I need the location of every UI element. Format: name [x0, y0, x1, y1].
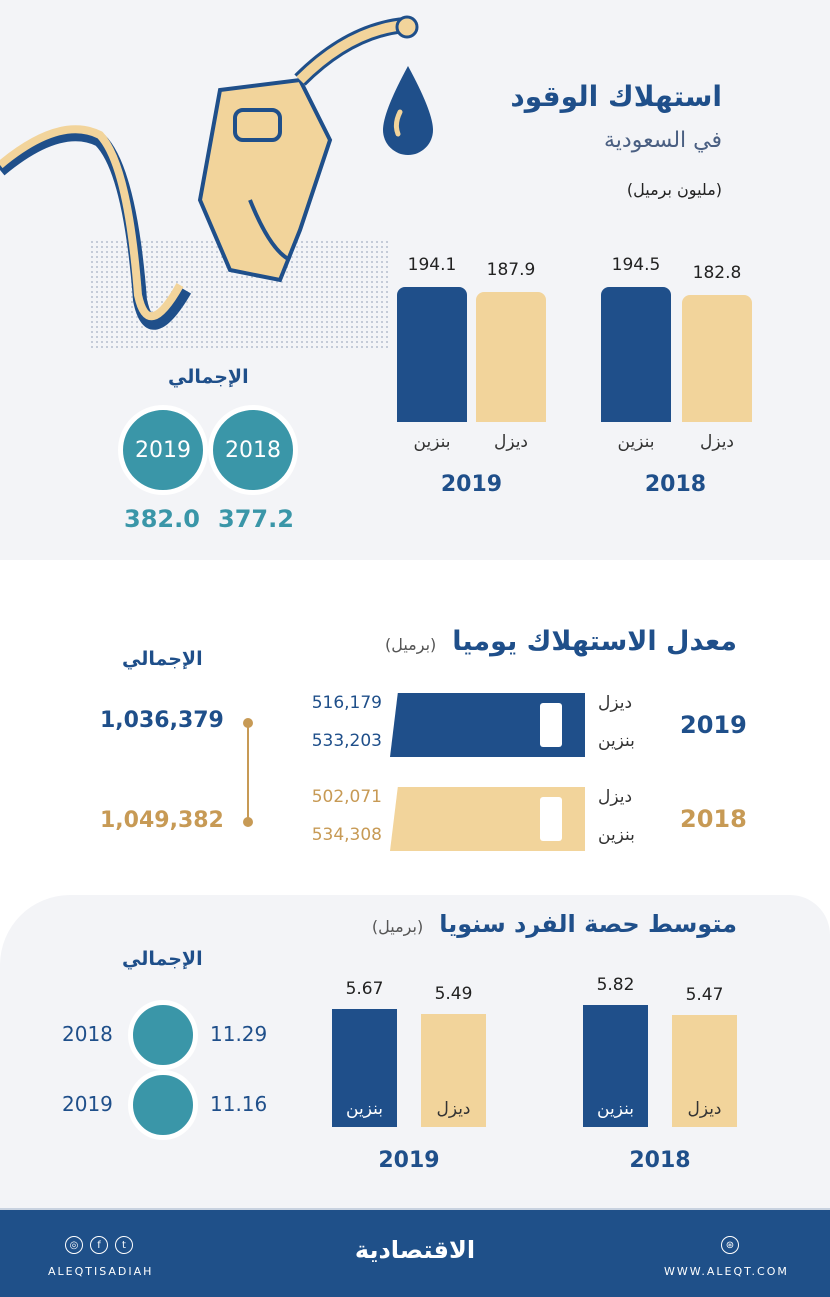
year-label: 2019 [378, 1148, 440, 1173]
bar-2018-diesel [672, 1015, 737, 1127]
page-subtitle: في السعودية [604, 128, 722, 153]
total-value-2019: 382.0 [124, 505, 200, 533]
social-handle[interactable]: ALEQTISADIAH [48, 1265, 154, 1278]
year-label: 2018 [644, 472, 707, 497]
series-label: ديزل [598, 693, 633, 713]
percapita-title: متوسط حصة الفرد سنويا [439, 910, 737, 938]
globe-icon[interactable]: ⊛ [721, 1236, 739, 1254]
bar-2019-diesel [421, 1014, 486, 1127]
oil-drop-icon [383, 66, 433, 155]
page-title: استهلاك الوقود [510, 80, 722, 113]
total-circle-2019: 2019 [118, 405, 208, 495]
daily-total-2018: 1,049,382 [100, 808, 224, 833]
bar-2019-gasoline [397, 287, 467, 422]
percapita-year-2019: 2019 [62, 1092, 113, 1116]
daily-total-2019: 1,036,379 [100, 708, 224, 733]
value-label: 5.67 [345, 979, 384, 1000]
year-label: 2018 [629, 1148, 691, 1173]
barrel-icon [540, 703, 562, 747]
bar-2018-gasoline [601, 287, 671, 422]
series-label: بنزين [598, 825, 635, 845]
twitter-icon[interactable]: t [115, 1236, 133, 1254]
value-label: 5.82 [596, 975, 635, 996]
connector-dot [243, 718, 253, 728]
value-label: 534,308 [311, 825, 382, 845]
value-label: 533,203 [311, 731, 382, 751]
footer: ◎ f t ALEQTISADIAH الاقتصادية ⊛ WWW.ALEQ… [0, 1208, 830, 1297]
value-label: 182.8 [692, 263, 742, 284]
category-label: بنزين [617, 432, 655, 452]
connector-dot [243, 817, 253, 827]
series-label: بنزين [598, 731, 635, 751]
series-label: ديزل [598, 787, 633, 807]
percapita-year-2018: 2018 [62, 1022, 113, 1046]
year-label: 2018 [680, 805, 747, 833]
bar-2018-gasoline [583, 1005, 648, 1127]
total-circle-2018: 2018 [208, 405, 298, 495]
percapita-totals-label: الإجمالي [122, 948, 203, 970]
year-label: 2019 [680, 711, 747, 739]
category-label: بنزين [346, 1099, 383, 1119]
barrel-icon [540, 797, 562, 841]
percapita-unit: (برميل) [371, 917, 424, 936]
percapita-circle-2019 [128, 1070, 198, 1140]
value-label: 187.9 [486, 259, 536, 280]
value-label: 194.1 [407, 255, 457, 276]
daily-title-row: معدل الاستهلاك يوميا (برميل) [385, 626, 737, 657]
category-label: ديزل [699, 432, 735, 452]
category-label: ديزل [436, 1099, 471, 1119]
percapita-title-row: متوسط حصة الفرد سنويا (برميل) [372, 910, 737, 938]
value-label: 502,071 [311, 787, 382, 807]
fuel-nozzle-icon [0, 15, 419, 350]
category-label: بنزين [413, 432, 451, 452]
unit-label: (مليون برميل) [626, 180, 722, 199]
bar-2019-diesel [476, 291, 546, 422]
connector-line [247, 722, 249, 822]
category-label: بنزين [597, 1099, 634, 1119]
website-link[interactable]: WWW.ALEQT.COM [664, 1265, 789, 1278]
daily-totals-label: الإجمالي [122, 648, 203, 670]
value-label: 5.47 [685, 985, 724, 1006]
facebook-icon[interactable]: f [90, 1236, 108, 1254]
daily-unit: (برميل) [384, 635, 437, 654]
category-label: ديزل [493, 432, 529, 452]
total-value-2018: 377.2 [218, 505, 294, 533]
year-label: 2019 [440, 472, 503, 497]
percapita-total-2019: 11.16 [210, 1092, 268, 1116]
bar-2019-gasoline [332, 1009, 397, 1127]
totals-label: الإجمالي [168, 366, 249, 388]
percapita-total-2018: 11.29 [210, 1022, 268, 1046]
category-label: ديزل [687, 1099, 722, 1119]
instagram-icon[interactable]: ◎ [65, 1236, 83, 1254]
percapita-circle-2018 [128, 1000, 198, 1070]
bar-2018-diesel [682, 295, 752, 422]
value-label: 194.5 [611, 255, 661, 276]
value-label: 516,179 [311, 693, 382, 713]
value-label: 5.49 [434, 984, 473, 1005]
daily-title: معدل الاستهلاك يوميا [452, 626, 737, 657]
logo: الاقتصادية [354, 1236, 476, 1264]
